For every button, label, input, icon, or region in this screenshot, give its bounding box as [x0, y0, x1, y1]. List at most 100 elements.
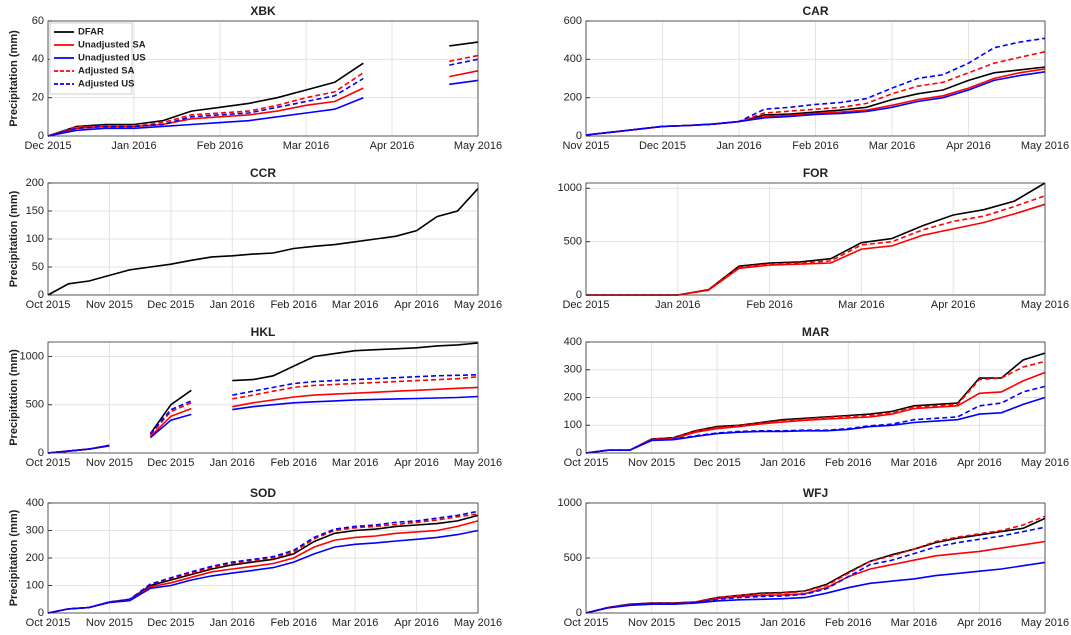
y-tick-label: 0 [576, 289, 582, 301]
series-line [47, 70, 479, 137]
axes-box [47, 341, 479, 454]
x-tick-label: Jan 2016 [210, 299, 255, 311]
x-tick-label: Dec 2015 [24, 140, 71, 152]
axes-box [47, 182, 479, 296]
x-tick-label: Apr 2016 [394, 617, 439, 629]
x-tick-label: Nov 2015 [86, 457, 133, 469]
x-tick-label: Dec 2015 [147, 457, 194, 469]
x-tick-label: Feb 2016 [825, 457, 871, 469]
series-line [585, 371, 1046, 454]
x-tick-label: Feb 2016 [197, 140, 243, 152]
chart-title: WFJ [803, 486, 828, 500]
y-tick-label: 100 [26, 233, 44, 245]
x-tick-label: May 2016 [1021, 457, 1069, 469]
x-tick-label: Jan 2016 [655, 299, 700, 311]
legend: DFAR Unadjusted SA Unadjusted US Adjusted S… [49, 22, 146, 95]
series-line [585, 37, 1046, 136]
legend-label: DFAR [78, 27, 104, 38]
chart-title: HKL [251, 325, 276, 339]
x-tick-label: Apr 2016 [946, 140, 991, 152]
y-tick-label: 500 [26, 399, 44, 411]
subplot: 0 500 1000 Dec 2015 Jan 2016 Feb 2016 Mar 2016… [558, 166, 1070, 311]
axes-box [47, 20, 479, 137]
subplot: 0 100 200 300 400 Oct 2015 Nov 2015 Dec 2015 Jan… [8, 486, 502, 629]
x-tick-label: Dec 2015 [562, 299, 609, 311]
x-tick-label: Jan 2016 [210, 457, 255, 469]
y-tick-label: 0 [576, 607, 582, 619]
x-tick-label: Apr 2016 [957, 617, 1002, 629]
series-line [585, 360, 1046, 454]
x-tick-label: Mar 2016 [869, 140, 915, 152]
y-tick-label: 0 [38, 289, 44, 301]
x-tick-label: Feb 2016 [792, 140, 838, 152]
series-line [585, 526, 1046, 614]
x-tick-label: May 2016 [454, 140, 502, 152]
y-tick-label: 600 [564, 15, 582, 27]
x-tick-label: Dec 2015 [694, 457, 741, 469]
y-tick-label: 400 [26, 497, 44, 509]
legend-label: Unadjusted US [78, 53, 146, 64]
series-line [47, 54, 479, 137]
x-tick-label: Mar 2016 [891, 617, 937, 629]
x-tick-label: Oct 2015 [26, 299, 71, 311]
series-line [585, 561, 1046, 614]
series-line [47, 188, 479, 296]
series-line [47, 510, 479, 614]
axes-box [585, 341, 1046, 454]
chart-title: CAR [803, 4, 829, 18]
x-tick-label: Dec 2015 [639, 140, 686, 152]
subplot: 0 200 400 600 Nov 2015 Dec 2015 Jan 2016 Feb 20… [562, 4, 1069, 152]
chart-title: MAR [802, 325, 830, 339]
plot-area [48, 342, 478, 453]
axes-box [585, 502, 1046, 614]
series-line [47, 529, 479, 614]
x-tick-label: Oct 2015 [564, 457, 609, 469]
chart-title: FOR [803, 166, 829, 180]
y-tick-label: 200 [26, 177, 44, 189]
series-line [47, 374, 479, 454]
subplot: 0 500 1000 Oct 2015 Nov 2015 Dec 2015 Jan 2016… [8, 325, 502, 469]
y-tick-label: 400 [564, 53, 582, 65]
x-tick-label: May 2016 [1021, 140, 1069, 152]
x-tick-label: Mar 2016 [332, 457, 378, 469]
x-tick-label: Dec 2015 [147, 617, 194, 629]
x-tick-label: Jan 2016 [210, 617, 255, 629]
series-line [585, 385, 1046, 454]
chart-title: SOD [250, 486, 276, 500]
y-tick-label: 20 [32, 92, 44, 104]
series-line [47, 79, 479, 137]
y-tick-label: 0 [576, 130, 582, 142]
x-tick-label: May 2016 [454, 299, 502, 311]
y-axis-label: Precipitation (mm) [8, 349, 20, 446]
y-tick-label: 400 [564, 336, 582, 348]
x-tick-label: Nov 2015 [86, 617, 133, 629]
x-tick-label: Mar 2016 [283, 140, 329, 152]
y-tick-label: 500 [564, 236, 582, 248]
x-tick-label: Feb 2016 [270, 299, 316, 311]
x-tick-label: May 2016 [1021, 299, 1069, 311]
x-tick-label: Oct 2015 [564, 617, 609, 629]
x-tick-label: Apr 2016 [370, 140, 415, 152]
y-tick-label: 60 [32, 15, 44, 27]
y-tick-label: 300 [26, 524, 44, 536]
x-tick-label: Nov 2015 [562, 140, 609, 152]
x-tick-label: Apr 2016 [957, 457, 1002, 469]
series-line [47, 58, 479, 137]
y-tick-label: 100 [26, 579, 44, 591]
x-tick-label: Oct 2015 [26, 617, 71, 629]
x-tick-label: Jan 2016 [111, 140, 156, 152]
y-axis-label: Precipitation (mm) [8, 190, 20, 287]
x-tick-label: May 2016 [1021, 617, 1069, 629]
y-tick-label: 1000 [558, 182, 582, 194]
x-tick-label: Mar 2016 [332, 617, 378, 629]
x-tick-label: Oct 2015 [26, 457, 71, 469]
x-tick-label: Apr 2016 [931, 299, 976, 311]
plot-area [586, 183, 1045, 295]
y-tick-label: 500 [564, 552, 582, 564]
subplot: 0 20 40 60 Dec 2015 Jan 2016 Feb 2016 Mar 2016 A… [8, 4, 502, 152]
x-tick-label: Apr 2016 [394, 299, 439, 311]
y-axis-label: Precipitation (mm) [8, 30, 20, 127]
legend-label: Adjusted US [78, 79, 134, 90]
subplot: 0 50 100 150 200 Oct 2015 Nov 2015 Dec 2015 Jan … [8, 166, 502, 311]
